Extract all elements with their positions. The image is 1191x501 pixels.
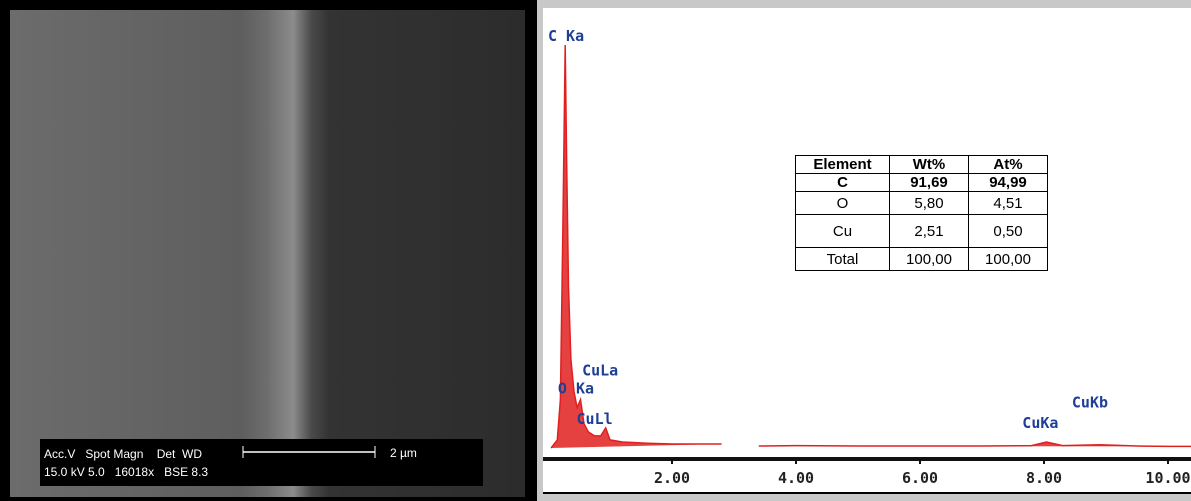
x-tick-label: 2.00 xyxy=(654,469,690,487)
axis-label-area xyxy=(543,461,1191,493)
table-cell: 100,00 xyxy=(969,248,1048,271)
sem-image xyxy=(10,10,525,497)
scale-label: 2 µm xyxy=(390,446,417,460)
table-cell: 94,99 xyxy=(969,174,1048,192)
axis-line xyxy=(543,457,1191,461)
table-cell: O xyxy=(796,192,890,215)
peak-label: C Ka xyxy=(548,27,584,45)
table-cell: 0,50 xyxy=(969,215,1048,248)
x-tick-label: 4.00 xyxy=(778,469,814,487)
table-cell: Element xyxy=(796,156,890,174)
table-cell: Total xyxy=(796,248,890,271)
x-tick-label: 6.00 xyxy=(902,469,938,487)
peak-label: O Ka xyxy=(558,380,594,398)
info-line: Acc.V Spot Magn Det WD xyxy=(44,447,202,461)
table-cell: 5,80 xyxy=(890,192,969,215)
table-cell: C xyxy=(796,174,890,192)
table-cell: 100,00 xyxy=(890,248,969,271)
table-cell: 91,69 xyxy=(890,174,969,192)
page: Acc.V Spot Magn Det WD 15.0 kV 5.0 16018… xyxy=(0,0,1191,501)
x-tick-label: 8.00 xyxy=(1026,469,1062,487)
table-cell: Cu xyxy=(796,215,890,248)
x-tick-label: 10.00 xyxy=(1145,469,1190,487)
table-cell: 2,51 xyxy=(890,215,969,248)
info-line: 15.0 kV 5.0 16018x BSE 8.3 xyxy=(44,465,208,479)
table-cell: At% xyxy=(969,156,1048,174)
table-cell: 4,51 xyxy=(969,192,1048,215)
table-cell: Wt% xyxy=(890,156,969,174)
peak-label: CuKa xyxy=(1022,414,1058,432)
peak-label: CuLl xyxy=(577,410,613,428)
peak-label: CuKb xyxy=(1072,394,1108,412)
peak-label: CuLa xyxy=(582,361,618,379)
